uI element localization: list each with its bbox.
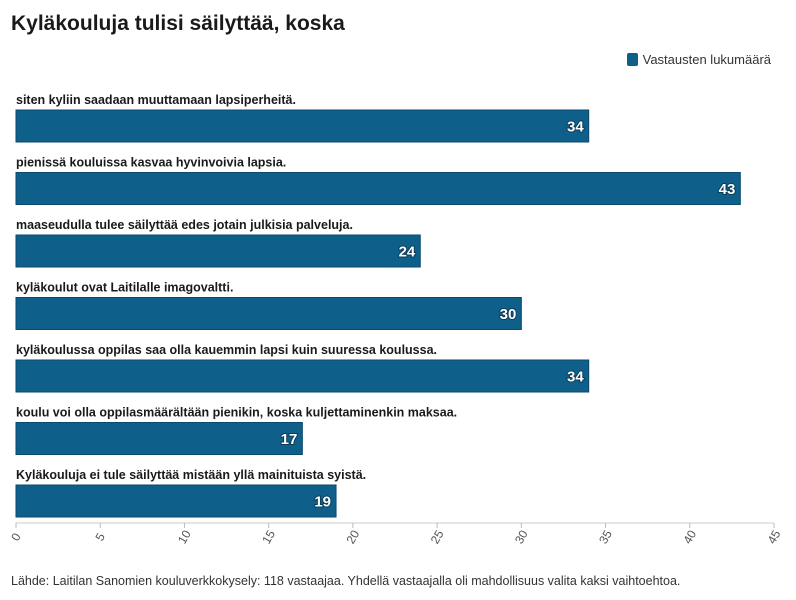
category-label: kyläkoulussa oppilas saa olla kauemmin l… [16,343,437,357]
x-tick-label: 5 [92,530,108,543]
value-label: 43 [719,181,736,198]
bar [15,359,590,393]
value-label: 34 [567,369,584,386]
x-tick-label: 0 [8,530,24,543]
category-label: pienissä kouluissa kasvaa hyvinvoivia la… [16,156,286,170]
chart-title: Kyläkouluja tulisi säilyttää, koska [11,12,345,35]
legend: Vastausten lukumäärä [626,52,771,67]
bar [15,172,741,205]
x-tick-label: 25 [428,527,447,546]
x-tick-label: 35 [596,527,615,546]
x-tick-label: 10 [175,527,194,546]
bar-chart: siten kyliin saadaan muuttamaan lapsiper… [8,93,784,546]
category-label: Kyläkouluja ei tule säilyttää mistään yl… [16,468,366,482]
source-note: Lähde: Laitilan Sanomien kouluverkkokyse… [11,574,681,588]
value-label: 24 [399,244,416,261]
legend-label: Vastausten lukumäärä [642,52,771,67]
bar [15,484,337,518]
x-tick-label: 20 [343,527,362,546]
category-label: kyläkoulut ovat Laitilalle imagovaltti. [16,281,233,295]
value-label: 30 [500,306,517,323]
category-label: koulu voi olla oppilasmäärältään pieniki… [16,406,457,420]
x-tick-label: 30 [512,527,531,546]
bar [15,109,590,143]
category-label: maaseudulla tulee säilyttää edes jotain … [16,218,353,232]
bar [15,234,421,268]
legend-swatch [626,53,638,66]
value-label: 17 [281,431,298,448]
category-label: siten kyliin saadaan muuttamaan lapsiper… [16,93,296,107]
bar [15,422,303,455]
x-tick-label: 45 [765,527,784,546]
x-tick-label: 40 [680,527,699,546]
bar [15,297,522,330]
x-tick-label: 15 [259,527,278,546]
value-label: 34 [567,119,584,136]
value-label: 19 [314,494,331,511]
